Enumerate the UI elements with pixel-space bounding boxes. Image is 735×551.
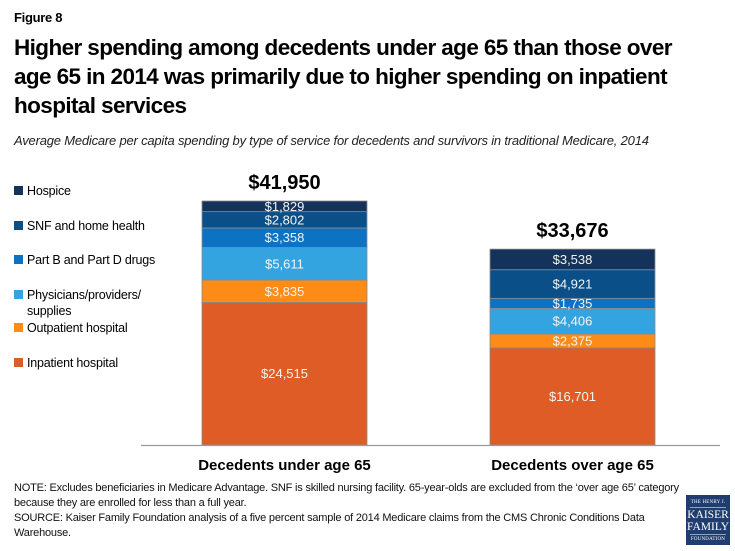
chart-title: Higher spending among decedents under ag… — [14, 35, 672, 118]
data-label-snf-and-home-health: $4,921 — [553, 277, 593, 292]
legend-item-physicians-providers-supplies: Physicians/providers/ supplies — [14, 287, 187, 319]
segment-hospice — [201, 200, 368, 213]
category-label: Decedents under age 65 — [198, 457, 371, 474]
source-text: SOURCE: Kaiser Family Foundation analysi… — [14, 512, 645, 539]
segment-hospice — [489, 248, 656, 271]
legend-label: Hospice — [27, 184, 71, 198]
legend-item-inpatient-hospital: Inpatient hospital — [14, 355, 187, 371]
note-text: NOTE: Excludes beneficiaries in Medicare… — [14, 482, 679, 509]
total-label: $33,676 — [536, 220, 608, 242]
legend-swatch — [14, 290, 23, 299]
legend-item-outpatient-hospital: Outpatient hospital — [14, 320, 187, 336]
data-label-part-b-and-part-d-drugs: $3,358 — [265, 230, 305, 245]
legend-item-snf-and-home-health: SNF and home health — [14, 218, 187, 234]
legend-item-hospice: Hospice — [14, 183, 187, 199]
segment-inpatient-hospital — [201, 302, 368, 446]
legend-label: Part B and Part D drugs — [27, 253, 156, 267]
figure-label: Figure 8 — [14, 10, 63, 25]
segment-inpatient-hospital — [489, 347, 656, 446]
legend-item-part-b-and-part-d-drugs: Part B and Part D drugs — [14, 252, 187, 268]
legend-label: Outpatient hospital — [27, 321, 128, 335]
legend-swatch — [14, 358, 23, 367]
data-label-physicians-providers-supplies: $4,406 — [553, 314, 593, 329]
legend-swatch — [14, 323, 23, 332]
chart-subtitle: Average Medicare per capita spending by … — [14, 133, 649, 148]
segment-physicians-providers-supplies — [489, 308, 656, 335]
data-label-inpatient-hospital: $24,515 — [261, 366, 308, 381]
legend-swatch — [14, 255, 23, 264]
bar-decedents-over-age-65 — [489, 248, 656, 446]
logo-line-3: FAMILY — [686, 521, 730, 533]
data-label-snf-and-home-health: $2,802 — [265, 212, 305, 227]
data-label-part-b-and-part-d-drugs: $1,735 — [553, 296, 593, 311]
logo-rule — [690, 507, 726, 508]
category-label: Decedents over age 65 — [491, 457, 654, 474]
segment-physicians-providers-supplies — [201, 247, 368, 281]
logo-rule — [690, 534, 726, 535]
total-label: $41,950 — [248, 172, 320, 194]
data-label-outpatient-hospital: $2,375 — [553, 333, 593, 348]
data-label-inpatient-hospital: $16,701 — [549, 389, 596, 404]
data-label-physicians-providers-supplies: $5,611 — [265, 256, 304, 271]
logo-line-1: THE HENRY J. — [690, 500, 726, 505]
logo-line-2: KAISER — [687, 509, 729, 521]
legend-swatch — [14, 186, 23, 195]
kff-logo: THE HENRY J. KAISER FAMILY FOUNDATION — [686, 495, 730, 545]
segment-snf-and-home-health — [489, 269, 656, 299]
data-label-hospice: $3,538 — [553, 252, 593, 267]
logo-line-4: FOUNDATION — [690, 537, 726, 542]
data-label-outpatient-hospital: $3,835 — [265, 284, 305, 299]
bar-decedents-under-age-65 — [201, 200, 368, 446]
legend-label: Inpatient hospital — [27, 356, 118, 370]
legend-swatch — [14, 221, 23, 230]
legend-label: Physicians/providers/ supplies — [27, 288, 141, 318]
legend-label: SNF and home health — [27, 219, 145, 233]
data-label-hospice: $1,829 — [265, 199, 305, 214]
footnotes: NOTE: Excludes beneficiaries in Medicare… — [14, 481, 684, 541]
